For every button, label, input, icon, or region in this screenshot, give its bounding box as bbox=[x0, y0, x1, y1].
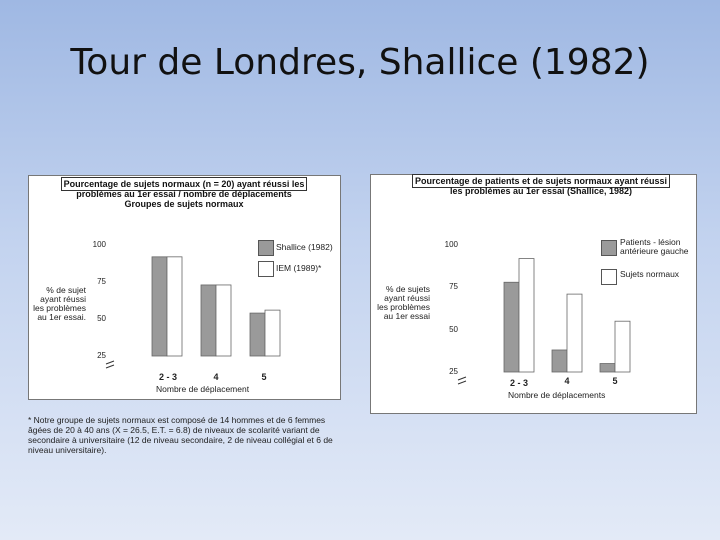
right-legend-patients: Patients - lésion antérieure gauche bbox=[620, 237, 689, 256]
left-caption-line2: problèmes au 1er essai / nombre de dépla… bbox=[76, 189, 292, 199]
right-x-tick-2: 4 bbox=[564, 376, 570, 386]
left-caption-line1: Pourcentage de sujets normaux (n = 20) a… bbox=[60, 177, 308, 191]
left-x-tick-1: 2 - 3 bbox=[158, 372, 177, 382]
right-legend-normaux: Sujets normaux bbox=[620, 269, 680, 279]
slide-title: Tour de Londres, Shallice (1982) bbox=[70, 42, 650, 83]
right-y-axis-label: % de sujets ayant réussi les problèmes a… bbox=[377, 284, 430, 321]
left-y-axis-label: % de sujet ayant réussi les problèmes au… bbox=[33, 285, 86, 322]
left-caption-line3: Groupes de sujets normaux bbox=[124, 199, 244, 209]
right-y-tick-100: 100 bbox=[444, 240, 458, 249]
left-footnote: * Notre groupe de sujets normaux est com… bbox=[28, 415, 333, 455]
left-x-axis-label: Nombre de déplacement bbox=[156, 384, 250, 394]
left-x-tick-3: 5 bbox=[261, 372, 267, 382]
left-chart-panel bbox=[28, 175, 341, 400]
right-x-axis-label: Nombre de déplacements bbox=[508, 390, 606, 400]
left-legend-iem: IEM (1989)* bbox=[276, 263, 322, 273]
left-y-tick-75: 75 bbox=[97, 277, 106, 286]
right-y-tick-75: 75 bbox=[449, 282, 458, 292]
right-legend-swatch-patients bbox=[601, 240, 617, 256]
right-x-tick-1: 2 - 3 bbox=[509, 378, 528, 388]
right-x-tick-3: 5 bbox=[612, 376, 618, 386]
right-caption-line1: Pourcentage de patients et de sujets nor… bbox=[411, 174, 671, 188]
left-legend-swatch-iem bbox=[258, 261, 274, 277]
left-y-tick-100: 100 bbox=[92, 240, 106, 249]
left-x-tick-2: 4 bbox=[213, 372, 219, 382]
right-y-tick-50: 50 bbox=[449, 324, 458, 334]
right-legend-swatch-normaux bbox=[601, 269, 617, 285]
right-chart-caption: Pourcentage de patients et de sujets nor… bbox=[393, 174, 689, 196]
left-y-tick-25: 25 bbox=[97, 351, 106, 360]
left-legend-shallice: Shallice (1982) bbox=[276, 242, 333, 252]
left-legend-swatch-shallice bbox=[258, 240, 274, 256]
left-y-tick-50: 50 bbox=[97, 314, 106, 323]
right-chart-panel bbox=[370, 174, 697, 414]
right-caption-line2: les problèmes au 1er essai (Shallice, 19… bbox=[449, 186, 633, 196]
right-y-tick-25: 25 bbox=[449, 367, 458, 376]
left-chart-caption: Pourcentage de sujets normaux (n = 20) a… bbox=[42, 177, 326, 209]
